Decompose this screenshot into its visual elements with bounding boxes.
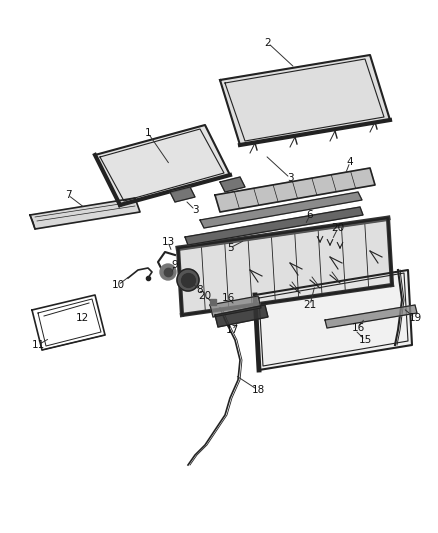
Text: 12: 12 bbox=[75, 313, 88, 323]
Circle shape bbox=[177, 269, 199, 291]
Text: 16: 16 bbox=[351, 323, 364, 333]
Text: 7: 7 bbox=[65, 190, 71, 200]
Text: 1: 1 bbox=[145, 128, 151, 138]
Text: 15: 15 bbox=[358, 335, 371, 345]
Text: 20: 20 bbox=[332, 223, 345, 233]
Text: 21: 21 bbox=[304, 300, 317, 310]
Polygon shape bbox=[178, 218, 392, 315]
Text: 3: 3 bbox=[192, 205, 198, 215]
Polygon shape bbox=[325, 305, 417, 328]
Text: 9: 9 bbox=[172, 260, 178, 270]
Text: 3: 3 bbox=[287, 173, 293, 183]
Polygon shape bbox=[185, 207, 363, 245]
Text: 11: 11 bbox=[32, 340, 45, 350]
Polygon shape bbox=[200, 192, 362, 228]
Text: 13: 13 bbox=[161, 237, 175, 247]
Polygon shape bbox=[30, 198, 140, 229]
Text: 10: 10 bbox=[111, 280, 124, 290]
Circle shape bbox=[160, 264, 176, 280]
Text: 4: 4 bbox=[347, 157, 353, 167]
Text: 8: 8 bbox=[197, 285, 203, 295]
Text: 19: 19 bbox=[408, 313, 422, 323]
Text: 17: 17 bbox=[226, 325, 239, 335]
Text: 18: 18 bbox=[251, 385, 265, 395]
Polygon shape bbox=[220, 55, 390, 145]
Text: 16: 16 bbox=[221, 293, 235, 303]
Polygon shape bbox=[215, 168, 375, 212]
Polygon shape bbox=[220, 177, 245, 192]
Polygon shape bbox=[95, 125, 230, 205]
Text: 5: 5 bbox=[227, 243, 233, 253]
Text: 2: 2 bbox=[265, 38, 271, 48]
Text: 6: 6 bbox=[307, 210, 313, 220]
Text: 20: 20 bbox=[198, 291, 212, 301]
Polygon shape bbox=[170, 187, 195, 202]
Polygon shape bbox=[215, 305, 268, 327]
Polygon shape bbox=[255, 270, 412, 370]
Polygon shape bbox=[210, 296, 261, 317]
